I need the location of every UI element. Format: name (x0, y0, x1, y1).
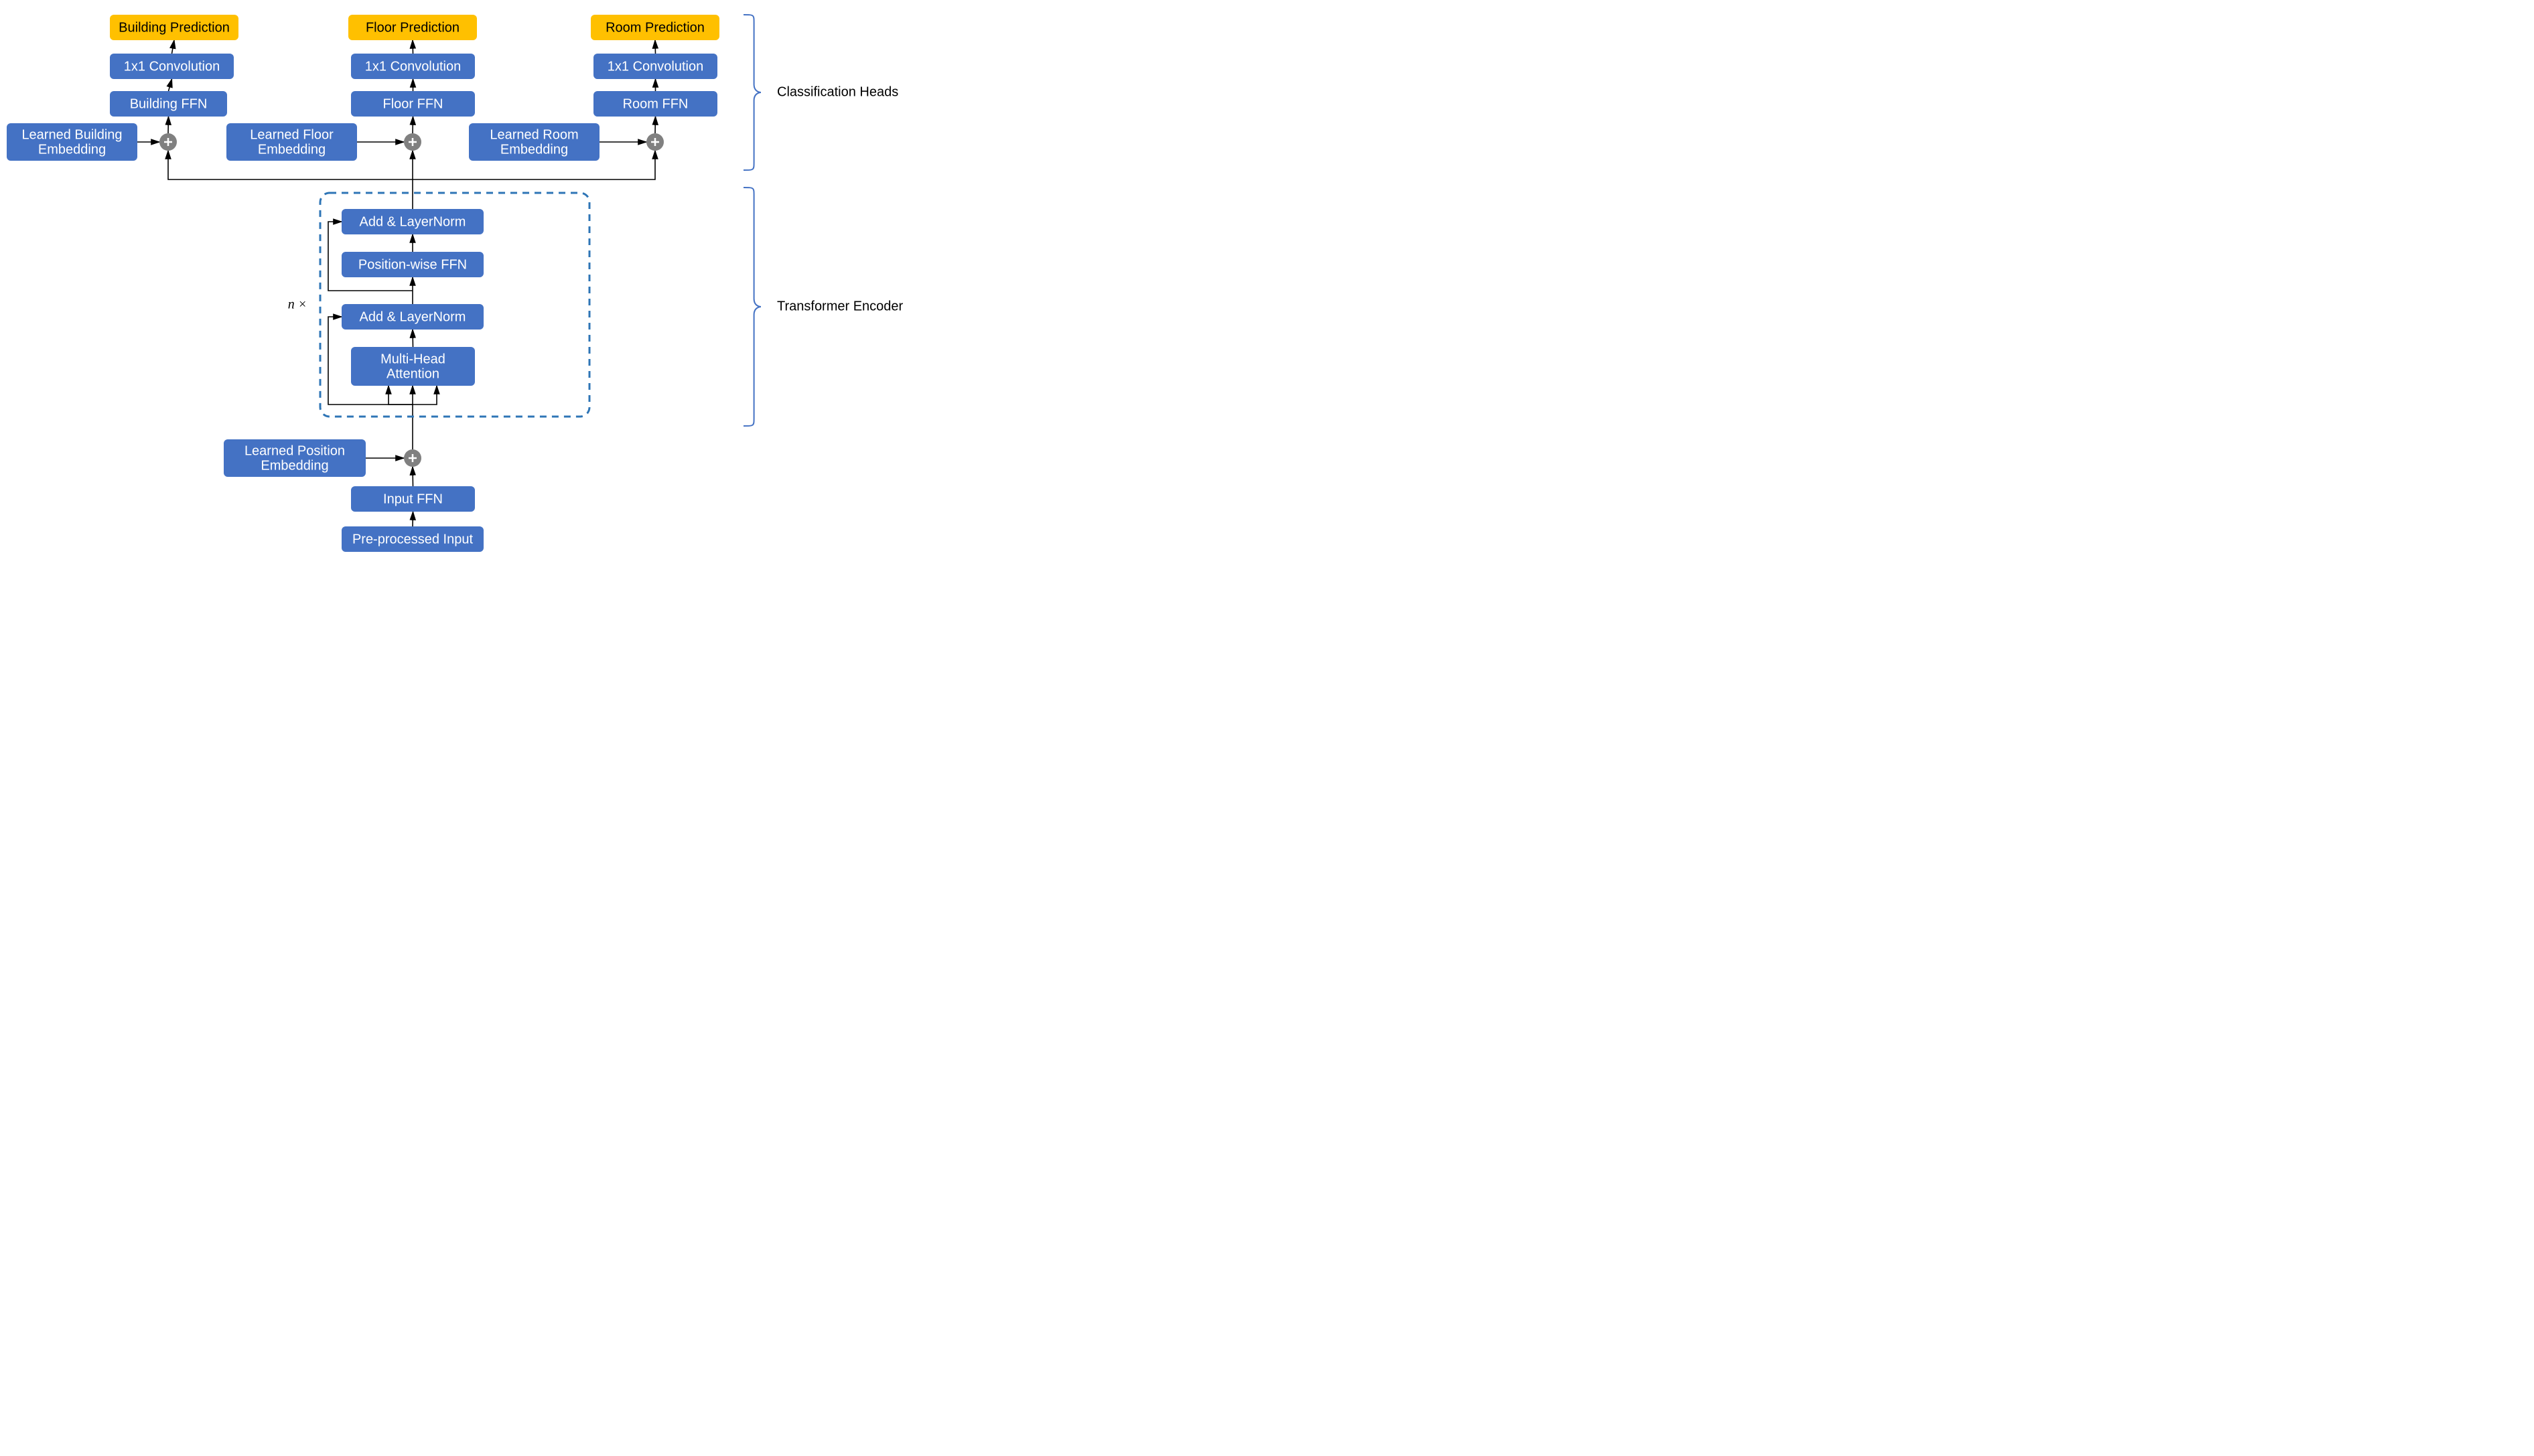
emb-position-label-line1: Learned Position (244, 443, 345, 458)
arrow (389, 386, 413, 405)
bracket-label: Classification Heads (777, 84, 898, 99)
emb-room-label-line2: Embedding (500, 142, 568, 157)
emb-building-label-line1: Learned Building (21, 127, 122, 142)
addln1-label: Add & LayerNorm (360, 309, 466, 324)
conv-building-label: 1x1 Convolution (124, 59, 220, 74)
arrow (168, 117, 169, 133)
emb-position-label-line2: Embedding (261, 458, 328, 473)
arrow (655, 117, 656, 133)
ffn-room-label: Room FFN (623, 96, 689, 111)
bracket (744, 188, 761, 426)
arrow (655, 40, 656, 54)
emb-floor-label-line1: Learned Floor (250, 127, 334, 142)
pred-building-label: Building Prediction (119, 20, 230, 35)
ffn-building-label: Building FFN (130, 96, 208, 111)
conv-room-label: 1x1 Convolution (608, 59, 703, 74)
arrow (413, 386, 437, 405)
addln2-label: Add & LayerNorm (360, 214, 466, 229)
mha-label-line1: Multi-Head (380, 352, 445, 366)
emb-room-label-line1: Learned Room (490, 127, 578, 142)
bracket-label: Transformer Encoder (777, 299, 904, 313)
input-ffn-label: Input FFN (383, 492, 443, 506)
conv-floor-label: 1x1 Convolution (365, 59, 461, 74)
preproc-label: Pre-processed Input (352, 532, 474, 547)
pred-floor-label: Floor Prediction (366, 20, 460, 35)
n-times-label: n × (288, 297, 307, 312)
ffn-floor-label: Floor FFN (383, 96, 443, 111)
architecture-diagram: Building Prediction Floor Prediction Room … (0, 0, 973, 560)
mha-label-line2: Attention (386, 366, 439, 381)
bracket (744, 15, 761, 170)
pred-room-label: Room Prediction (606, 20, 705, 35)
emb-floor-label-line2: Embedding (258, 142, 326, 157)
arrow (172, 40, 175, 54)
pwffn-label: Position-wise FFN (358, 257, 467, 272)
arrow (169, 79, 172, 91)
emb-building-label-line2: Embedding (38, 142, 106, 157)
